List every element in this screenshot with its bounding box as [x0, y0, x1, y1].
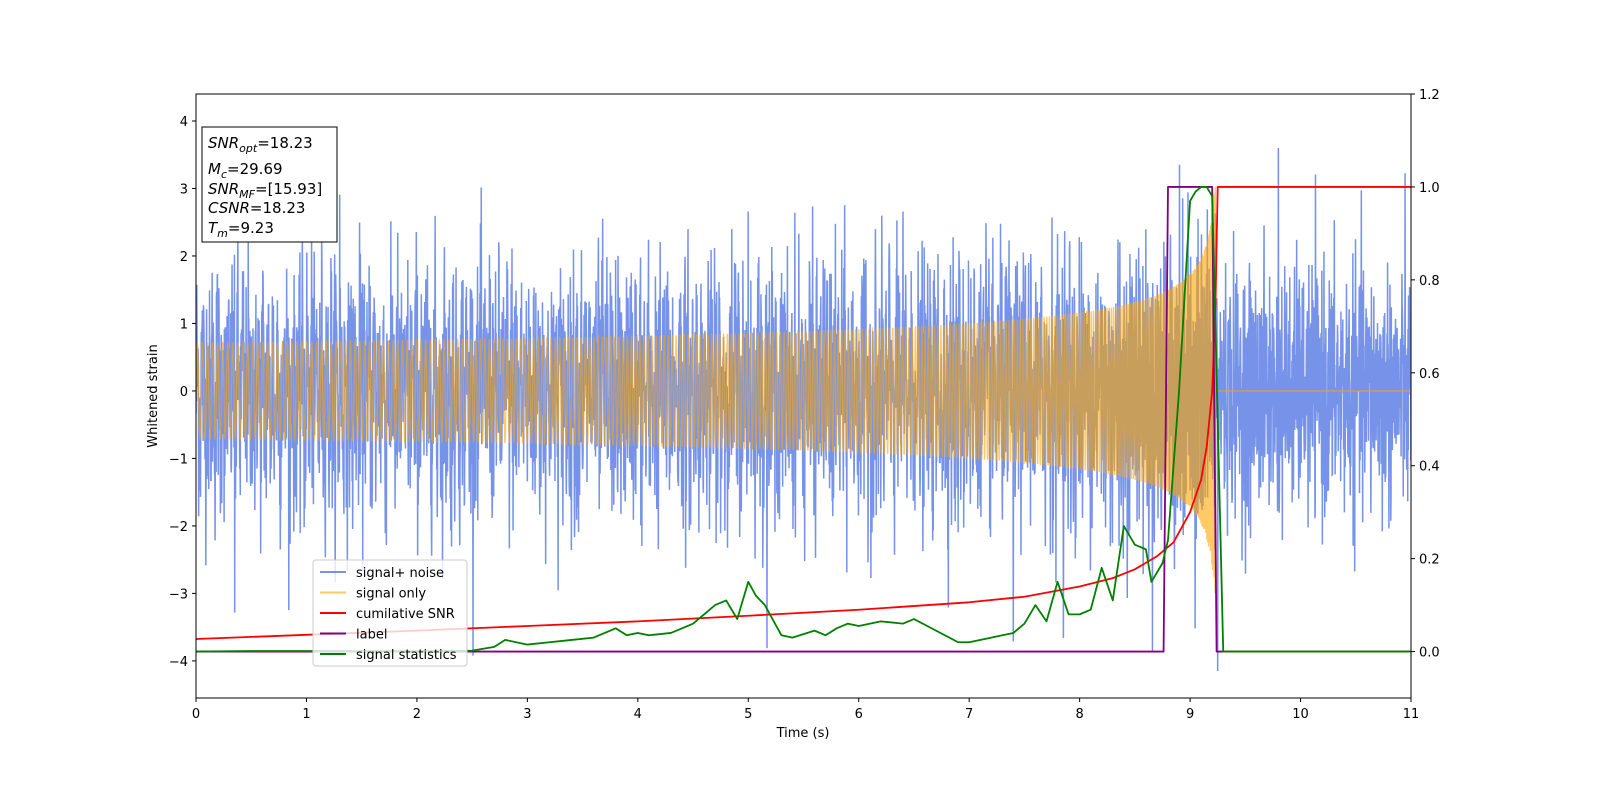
legend-label: signal statistics	[356, 648, 457, 663]
x-tick-label: 3	[523, 707, 531, 722]
plot-area-frame	[195, 93, 1412, 699]
legend-label: label	[356, 628, 387, 643]
x-tick-label: 0	[192, 707, 200, 722]
y-right-tick-label: 0.0	[1419, 646, 1440, 661]
y-left-tick-label: 0	[180, 385, 188, 400]
x-tick-label: 8	[1075, 707, 1083, 722]
info-box-line: CSNR=18.23	[208, 199, 305, 217]
y-right-tick-label: 0.4	[1419, 460, 1440, 475]
y-right-tick-label: 0.2	[1419, 553, 1440, 568]
y-left-tick-label: 1	[180, 317, 188, 332]
legend-label: signal only	[356, 587, 426, 602]
y-right-tick-label: 1.0	[1419, 181, 1440, 196]
y-left-tick-label: −2	[169, 520, 188, 535]
x-tick-label: 5	[744, 707, 752, 722]
x-tick-label: 6	[855, 707, 863, 722]
legend: signal+ noise signal only cumilative SNR la…	[312, 559, 468, 667]
info-box-line: Tm=9.23	[208, 219, 274, 240]
x-tick-label: 1	[302, 707, 310, 722]
series-line-cumilative-snr	[196, 186, 1411, 640]
info-box: SNRopt=18.23 Mc=29.69SNRMF=[15.93]CSNR=18…	[201, 126, 338, 243]
y-left-tick-label: −1	[169, 452, 188, 467]
x-tick-label: 2	[413, 707, 421, 722]
series-line-signal-only	[196, 187, 1411, 594]
info-box-line: SNRMF=[15.93]	[208, 180, 322, 201]
y-left-tick-label: 3	[180, 182, 188, 197]
y-right-tick-label: 1.2	[1419, 88, 1440, 103]
x-tick-label: 11	[1403, 707, 1420, 722]
y-left-tick-label: 2	[180, 250, 188, 265]
x-tick-label: 9	[1186, 707, 1194, 722]
y-left-tick-label: −3	[169, 587, 188, 602]
y-axis-label: Whitened strain	[146, 344, 161, 447]
legend-label: cumilative SNR	[356, 607, 455, 622]
x-tick-label: 7	[965, 707, 973, 722]
y-right-tick-label: 0.6	[1419, 367, 1440, 382]
legend-label: signal+ noise	[356, 566, 444, 581]
x-axis-label: Time (s)	[776, 726, 830, 741]
x-tick-label: 4	[634, 707, 642, 722]
y-left-tick-label: −4	[169, 655, 188, 670]
y-left-tick-label: 4	[180, 115, 188, 130]
info-box-line: Mc=29.69	[208, 160, 283, 181]
y-right-tick-label: 0.8	[1419, 274, 1440, 289]
series-line-signal-statistics	[196, 186, 1411, 653]
info-box-line: SNRopt=18.23	[208, 134, 313, 155]
x-tick-label: 10	[1292, 707, 1309, 722]
